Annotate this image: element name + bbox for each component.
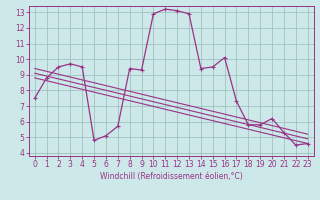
X-axis label: Windchill (Refroidissement éolien,°C): Windchill (Refroidissement éolien,°C) <box>100 172 243 181</box>
